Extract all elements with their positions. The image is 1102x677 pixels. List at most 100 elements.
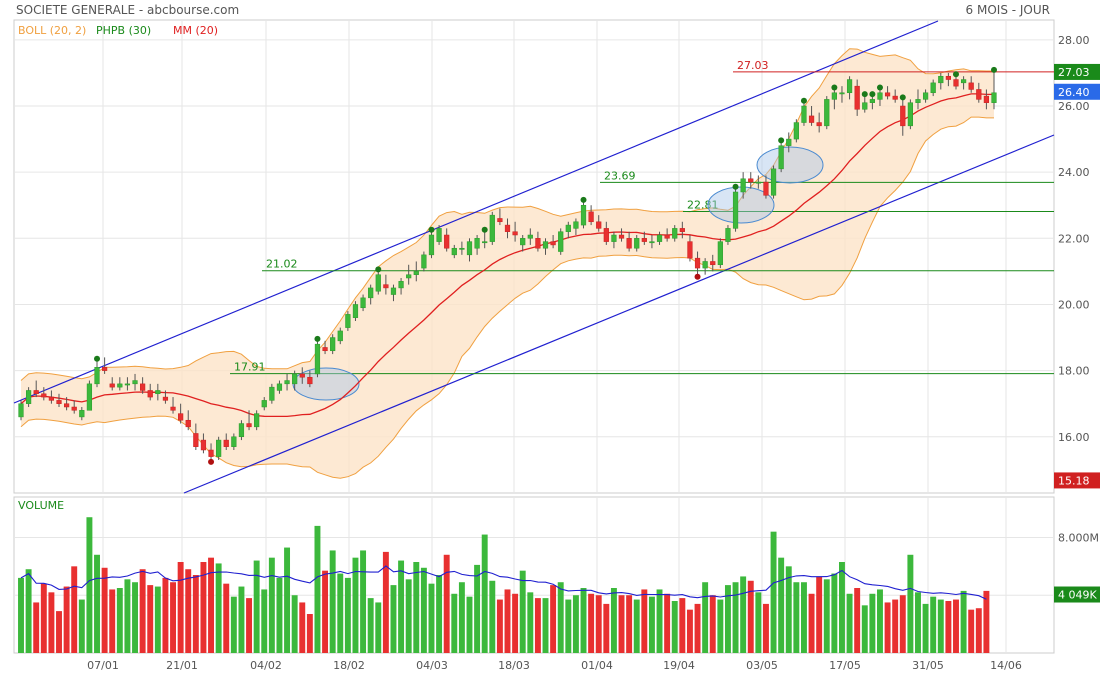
volume-bar xyxy=(519,570,526,653)
volume-average-line xyxy=(20,565,987,600)
candle-up xyxy=(732,191,739,229)
volume-bar xyxy=(101,567,108,653)
candle xyxy=(763,175,769,199)
candle-up xyxy=(269,386,275,401)
period-label: 6 MOIS - JOUR xyxy=(966,3,1050,17)
candle-up xyxy=(132,380,138,385)
trend-channel xyxy=(13,20,1055,494)
candle-up xyxy=(360,297,366,309)
candle-up xyxy=(413,271,419,275)
volume-bar xyxy=(177,562,184,653)
x-tick-label: 21/01 xyxy=(166,659,198,672)
candle xyxy=(527,228,533,245)
volume-bar xyxy=(132,582,138,653)
candle-up xyxy=(907,102,913,127)
volume-bar xyxy=(686,609,693,653)
candle xyxy=(322,340,328,355)
phpb-high-marker xyxy=(899,94,906,101)
candle xyxy=(732,183,739,232)
candle xyxy=(800,97,807,126)
volume-bar xyxy=(702,582,709,653)
phpb-high-marker xyxy=(876,84,883,91)
candle xyxy=(147,383,153,401)
candle xyxy=(413,261,419,282)
candle xyxy=(246,410,252,431)
candle xyxy=(512,221,518,242)
volume-bar xyxy=(162,577,169,653)
volume-bar xyxy=(25,569,32,653)
volume-average xyxy=(20,565,987,600)
candle xyxy=(687,235,693,262)
candle xyxy=(938,72,944,90)
candle xyxy=(634,235,640,252)
candle-down xyxy=(299,373,305,378)
low-badge: 15.18 xyxy=(1054,472,1100,489)
candle xyxy=(337,327,343,345)
candle xyxy=(884,86,891,100)
candle-up xyxy=(254,413,260,428)
phpb-high-marker xyxy=(580,196,587,203)
candle xyxy=(132,373,138,391)
level-label: 22.81 xyxy=(687,199,719,212)
volume-bar xyxy=(56,611,62,653)
candle xyxy=(664,228,670,242)
candle xyxy=(383,274,389,295)
price-tick-label: 28.00 xyxy=(1058,34,1090,47)
volume-bar xyxy=(717,599,724,653)
last-close-badge-text: 26.40 xyxy=(1058,86,1090,99)
candle-up xyxy=(474,238,480,249)
candle xyxy=(178,403,184,424)
phpb-high-badge-bg xyxy=(1054,63,1100,80)
candle-up xyxy=(124,383,131,386)
volume-bar xyxy=(496,599,503,653)
volume-bar xyxy=(785,566,792,653)
volume-bar xyxy=(724,585,731,653)
candle-down xyxy=(808,115,815,123)
phpb-high-marker xyxy=(375,266,382,273)
volume-bar xyxy=(542,598,549,653)
candle-down xyxy=(178,413,184,421)
legend-boll: BOLL (20, 2) xyxy=(18,24,86,37)
phpb-low-marker xyxy=(694,273,701,280)
candlesticks xyxy=(18,66,997,465)
candle xyxy=(542,238,549,255)
candle xyxy=(740,172,746,199)
candle-down xyxy=(884,92,891,97)
volume-bar xyxy=(246,598,253,653)
candle-down xyxy=(953,79,959,87)
channel-upper-line xyxy=(13,20,939,404)
candle-up xyxy=(740,178,746,193)
low-badge-bg xyxy=(1054,472,1100,489)
candle-up xyxy=(846,79,853,94)
candle-up xyxy=(375,274,381,292)
candle xyxy=(793,119,799,143)
candle-down xyxy=(140,383,146,391)
volume-bar xyxy=(337,573,344,653)
candle-up xyxy=(580,204,587,226)
bollinger-lower xyxy=(20,116,994,479)
volume-bar xyxy=(322,570,329,653)
volume-bar xyxy=(375,602,382,653)
candle xyxy=(307,370,313,388)
volume-bar xyxy=(572,595,579,653)
candle xyxy=(398,278,404,295)
candle-up xyxy=(94,367,100,385)
volume-bar xyxy=(208,557,215,653)
volume-bar xyxy=(398,560,405,653)
candle xyxy=(155,383,161,401)
candle xyxy=(360,294,366,312)
candle-up xyxy=(824,99,830,127)
x-tick-label: 03/05 xyxy=(746,659,778,672)
candle xyxy=(945,72,951,87)
candle xyxy=(672,225,678,242)
candle-down xyxy=(664,234,670,239)
price-tick-label: 20.00 xyxy=(1058,298,1090,311)
candle xyxy=(755,175,761,189)
candle-down xyxy=(246,423,252,428)
candle-down xyxy=(687,241,693,259)
phpb-high-marker xyxy=(861,91,868,98)
x-tick-label: 31/05 xyxy=(912,659,944,672)
volume-bar xyxy=(823,579,830,653)
volume-bar xyxy=(185,569,192,653)
phpb-high-marker xyxy=(778,137,785,144)
